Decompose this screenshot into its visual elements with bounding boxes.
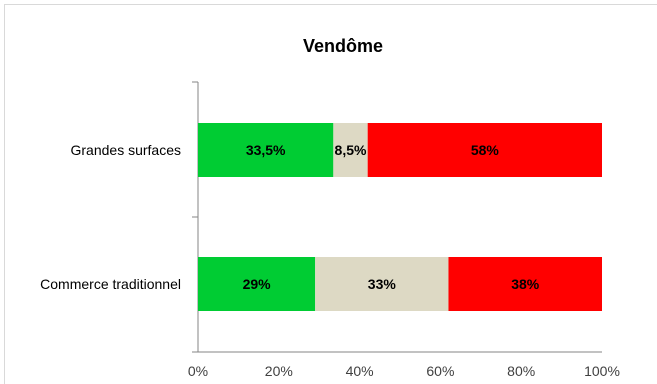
chart-title: Vendôme bbox=[303, 36, 383, 56]
data-label: 33,5% bbox=[246, 142, 286, 158]
bar-segment bbox=[315, 257, 449, 311]
category-label: Grandes surfaces bbox=[71, 142, 182, 158]
data-label: 29% bbox=[243, 276, 272, 292]
data-label: 58% bbox=[471, 142, 500, 158]
bar-segment bbox=[198, 123, 334, 177]
stacked-bar-chart: Vendôme 0% 20% 40% 60% 80% 100% Grandes surfac… bbox=[40, 36, 620, 376]
x-tick-label: 60% bbox=[426, 363, 454, 376]
category-label: Commerce traditionnel bbox=[40, 276, 181, 292]
chart-area bbox=[4, 4, 657, 384]
labels: 33,5% 8,5% 58% 29% 33% 38% bbox=[243, 142, 540, 292]
bar-segment bbox=[198, 257, 316, 311]
bar-segment bbox=[333, 123, 368, 177]
x-tick-label: 20% bbox=[265, 363, 293, 376]
x-tick-label: 40% bbox=[346, 363, 374, 376]
data-label: 38% bbox=[511, 276, 540, 292]
data-label: 33% bbox=[368, 276, 397, 292]
x-tick-label: 100% bbox=[584, 363, 620, 376]
bar-segment bbox=[448, 257, 602, 311]
axes: 0% 20% 40% 60% 80% 100% Grandes surfaces Commer… bbox=[40, 81, 620, 376]
bar-segment bbox=[367, 123, 602, 177]
data-label: 8,5% bbox=[335, 142, 367, 158]
x-tick-label: 0% bbox=[188, 363, 208, 376]
x-tick-label: 80% bbox=[507, 363, 535, 376]
bars bbox=[198, 123, 602, 311]
